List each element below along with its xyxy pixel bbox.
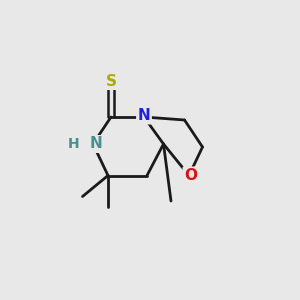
Text: O: O — [184, 168, 197, 183]
Text: H: H — [68, 137, 79, 151]
Text: N: N — [90, 136, 102, 152]
Text: N: N — [138, 108, 150, 123]
Text: S: S — [106, 74, 116, 88]
